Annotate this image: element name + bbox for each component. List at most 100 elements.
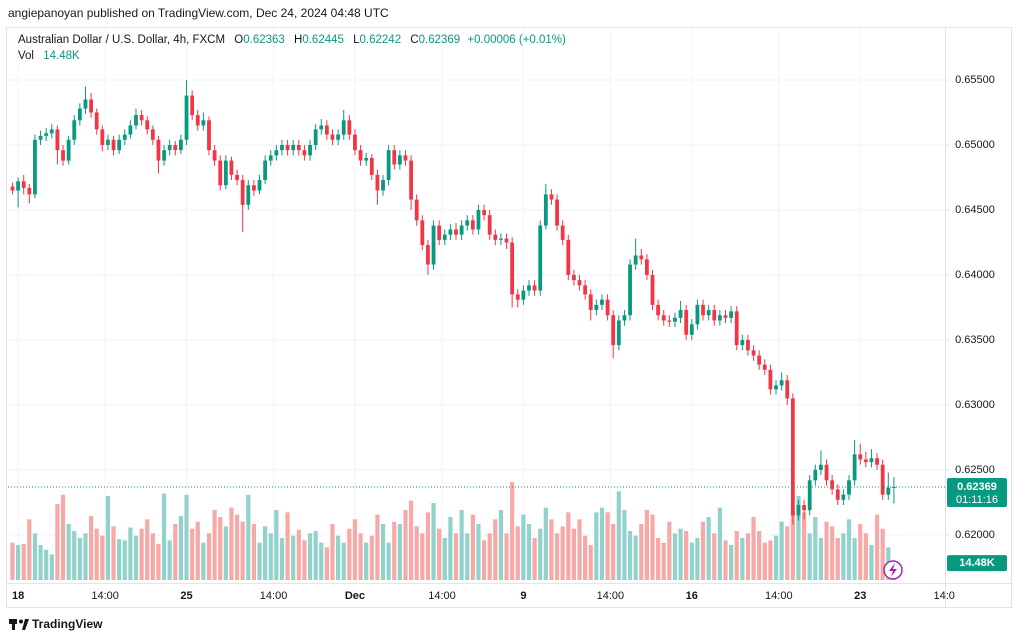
candle-body [824, 464, 829, 481]
volume-bar [611, 524, 616, 580]
candle-body [628, 264, 632, 316]
countdown-label: 01:11:16 [956, 494, 998, 506]
brand-logo[interactable]: TradingView [9, 617, 103, 631]
candle-body [44, 133, 49, 136]
candle-body [886, 487, 891, 495]
candle-body [426, 245, 430, 265]
candle-body [162, 150, 166, 161]
candle-body [16, 181, 21, 191]
candle-body [341, 120, 346, 135]
volume-bar [852, 538, 857, 580]
candle-body [706, 310, 711, 316]
volume-bar [268, 533, 273, 580]
volume-bar [807, 533, 812, 580]
volume-bar [695, 538, 700, 580]
volume-bar [55, 504, 60, 580]
candle-body [207, 120, 211, 151]
volume-bar [487, 533, 492, 580]
volume-bar [622, 510, 627, 580]
volume-bar [515, 526, 520, 580]
volume-bar [661, 542, 666, 580]
volume-bar [66, 524, 71, 580]
volume-bar [644, 510, 649, 580]
candle-body [611, 315, 616, 346]
candle-body [639, 255, 644, 260]
candle-body [167, 144, 172, 151]
candle-body [184, 95, 189, 140]
volume-bar [408, 500, 414, 580]
volume-bar [425, 512, 431, 580]
volume-bar [94, 528, 99, 580]
candle-body [420, 220, 425, 246]
volume-bar [510, 482, 515, 580]
candle-body [235, 174, 239, 181]
volume-bar [319, 542, 324, 580]
candle-body [381, 180, 385, 191]
volume-bar [740, 538, 745, 580]
volume-bar [38, 545, 43, 580]
candle-body [437, 225, 442, 240]
x-tick-label: Dec [345, 590, 365, 602]
x-tick-label: 14:00 [260, 590, 288, 602]
candle-body [499, 238, 503, 240]
volume-bar [386, 542, 391, 580]
volume-pane [10, 482, 897, 580]
candle-body [179, 139, 183, 151]
volume-bar [453, 533, 459, 580]
candle-body [521, 290, 526, 300]
candle-body [61, 150, 65, 161]
volume-bar [818, 538, 824, 580]
candle-body [195, 115, 200, 126]
candle-body [555, 199, 559, 226]
candle-body [819, 464, 823, 470]
volume-bar [493, 519, 498, 580]
volume-bar [521, 514, 526, 580]
volume-bar [184, 494, 189, 580]
candle-body [111, 139, 116, 151]
candle-body [330, 134, 335, 140]
candle-body [768, 369, 773, 390]
candle-body [616, 320, 621, 346]
candle-body [392, 150, 397, 165]
volume-bar [397, 524, 402, 580]
volume-bar [88, 515, 94, 580]
volume-bar [543, 507, 548, 580]
candle-body [274, 150, 279, 156]
volume-bar [577, 519, 582, 580]
volume-bar [773, 535, 779, 580]
volume-bar [650, 514, 655, 580]
volume-bar [291, 535, 296, 580]
volume-bar [796, 496, 801, 580]
candle-body [790, 398, 795, 516]
candle-body [38, 135, 43, 140]
candle-body [336, 134, 341, 140]
volume-bar [420, 533, 425, 580]
volume-bar [846, 519, 852, 580]
volume-bar [790, 510, 795, 580]
y-tick-label: 0.65000 [955, 139, 995, 151]
candle-body [605, 299, 610, 316]
volume-bar [841, 533, 846, 580]
volume-bar [100, 535, 105, 580]
candle-body [807, 480, 812, 511]
candle-body [740, 339, 745, 346]
candle-body [280, 144, 284, 151]
chart-frame [6, 27, 1012, 608]
candle-body [353, 134, 357, 151]
volume-bar [341, 542, 346, 580]
volume-bar [251, 524, 256, 580]
ohlc-value: 0.62369 [419, 34, 461, 46]
volume-bar [229, 507, 234, 580]
volume-bar [414, 526, 419, 580]
y-tick-label: 0.65500 [955, 74, 995, 86]
volume-bar [10, 542, 15, 580]
volume-bar [296, 529, 301, 580]
alert-icon[interactable] [883, 560, 903, 580]
volume-bar [549, 519, 554, 580]
volume-bar [111, 526, 116, 580]
volume-bar [571, 528, 577, 580]
volume-bar [72, 531, 77, 580]
volume-bar [729, 545, 734, 580]
volume-bar [201, 542, 206, 580]
